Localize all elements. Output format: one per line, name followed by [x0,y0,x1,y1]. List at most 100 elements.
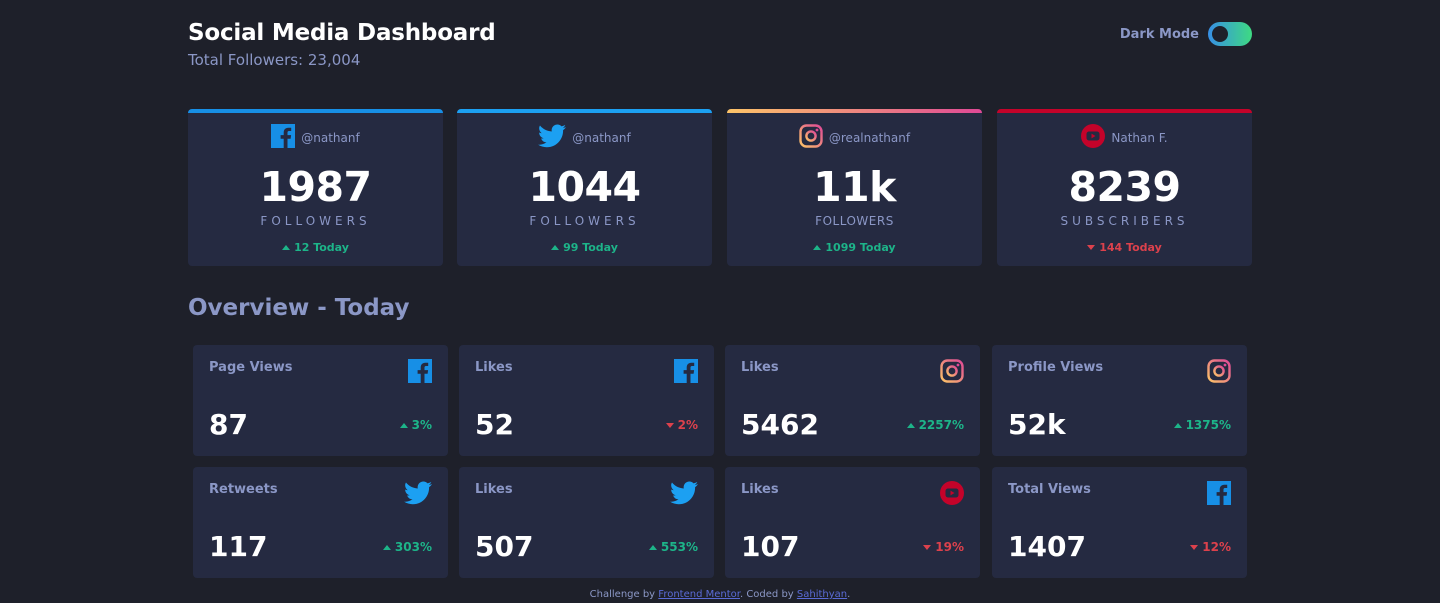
card-handle-row: @realnathanf [727,124,982,152]
arrow-down-icon [1087,245,1096,250]
card-handle: @realnathanf [828,131,911,145]
instagram-icon [799,124,823,152]
card-instagram[interactable]: @realnathanf 11k FOLLOWERS 1099 Today [727,109,982,266]
facebook-icon [271,124,296,152]
author-link[interactable]: Sahithyan [796,589,848,600]
twitter-icon [404,481,432,509]
overview-label: Likes [475,360,513,375]
overview-change: 303% [382,540,432,554]
overview-card-youtube-likes[interactable]: Likes 107 19% [725,467,980,578]
card-handle-row: @nathanf [188,124,443,152]
overview-change-value: 12% [1202,540,1231,554]
overview-change-value: 553% [660,540,698,554]
overview-title: Overview - Today [188,295,410,321]
frontend-mentor-link[interactable]: Frontend Mentor [658,589,740,600]
total-followers: Total Followers: 23,004 [188,51,361,69]
card-change-value: 99 Today [563,241,618,254]
arrow-up-icon [1173,422,1182,428]
overview-card-instagram-likes[interactable]: Likes 5462 2257% [725,345,980,456]
card-change: 1099 Today [727,241,982,254]
overview-value: 1407 [1008,530,1086,563]
card-handle: @nathanf [301,131,360,145]
facebook-icon [408,359,432,387]
overview-card-facebook-page-views[interactable]: Page Views 87 3% [193,345,448,456]
overview-change-value: 2% [677,418,698,432]
arrow-down-icon [1190,544,1199,550]
overview-label: Likes [741,482,779,497]
footer-suffix: . [847,589,851,600]
card-handle-row: Nathan F. [997,124,1252,152]
card-change-value: 144 Today [1099,241,1162,254]
instagram-icon [940,359,964,387]
arrow-up-icon [648,544,657,550]
footer-prefix: Challenge by [589,589,656,600]
overview-label: Profile Views [1008,360,1104,375]
overview-label: Retweets [209,482,278,497]
card-accent-bar [727,109,982,113]
dark-mode-label: Dark Mode [1119,26,1199,42]
follower-cards: @nathanf 1987 FOLLOWERS 12 Today @nathan… [188,109,1252,266]
card-unit: FOLLOWERS [529,214,640,228]
card-change-value: 1099 Today [825,241,896,254]
overview-value: 52k [1008,408,1066,441]
card-handle-row: @nathanf [457,124,712,152]
card-unit: SUBSCRIBERS [1060,214,1189,228]
card-change-value: 12 Today [294,241,349,254]
overview-value: 507 [475,530,534,563]
card-change: 144 Today [997,241,1252,254]
card-youtube[interactable]: Nathan F. 8239 SUBSCRIBERS 144 Today [997,109,1252,266]
card-count: 11k [813,163,896,211]
dark-mode-toggle[interactable] [1208,22,1252,46]
card-unit: FOLLOWERS [260,214,371,228]
youtube-icon [940,481,964,509]
overview-card-twitter-retweets[interactable]: Retweets 117 303% [193,467,448,578]
arrow-up-icon [282,245,291,250]
dashboard: Social Media Dashboard Total Followers: … [188,0,1252,578]
arrow-down-icon [923,544,932,550]
card-count: 1044 [528,163,641,211]
header: Social Media Dashboard Total Followers: … [188,0,1252,100]
overview-change: 553% [648,540,698,554]
card-facebook[interactable]: @nathanf 1987 FOLLOWERS 12 Today [188,109,443,266]
footer-middle: . Coded by [739,589,794,600]
overview-value: 5462 [741,408,819,441]
arrow-up-icon [906,422,915,428]
card-count: 8239 [1068,163,1181,211]
card-twitter[interactable]: @nathanf 1044 FOLLOWERS 99 Today [457,109,712,266]
card-accent-bar [188,109,443,113]
overview-change-value: 1375% [1185,418,1231,432]
footer: Challenge by Frontend Mentor. Coded by S… [0,589,1440,600]
twitter-icon [538,124,567,152]
card-count: 1987 [259,163,372,211]
overview-change-value: 303% [394,540,432,554]
overview-change: 19% [923,540,964,554]
overview-card-youtube-total-views[interactable]: Total Views 1407 12% [992,467,1247,578]
toggle-knob [1212,26,1228,42]
overview-label: Page Views [209,360,293,375]
card-change: 99 Today [457,241,712,254]
card-unit: FOLLOWERS [815,214,894,228]
arrow-up-icon [399,422,408,428]
overview-card-facebook-likes[interactable]: Likes 52 2% [459,345,714,456]
card-change: 12 Today [188,241,443,254]
overview-label: Total Views [1008,482,1091,497]
page-title: Social Media Dashboard [188,20,496,46]
arrow-down-icon [665,422,674,428]
overview-label: Likes [475,482,513,497]
overview-change-value: 2257% [918,418,964,432]
overview-card-twitter-likes[interactable]: Likes 507 553% [459,467,714,578]
twitter-icon [670,481,698,509]
overview-value: 52 [475,408,514,441]
overview-card-instagram-profile-views[interactable]: Profile Views 52k 1375% [992,345,1247,456]
overview-change: 2% [665,418,698,432]
overview-change: 2257% [906,418,964,432]
overview-change: 1375% [1173,418,1231,432]
arrow-up-icon [382,544,391,550]
overview-label: Likes [741,360,779,375]
overview-change-value: 3% [411,418,432,432]
card-accent-bar [457,109,712,113]
card-handle: @nathanf [572,131,631,145]
overview-change: 3% [399,418,432,432]
facebook-icon [674,359,698,387]
overview-value: 117 [209,530,268,563]
